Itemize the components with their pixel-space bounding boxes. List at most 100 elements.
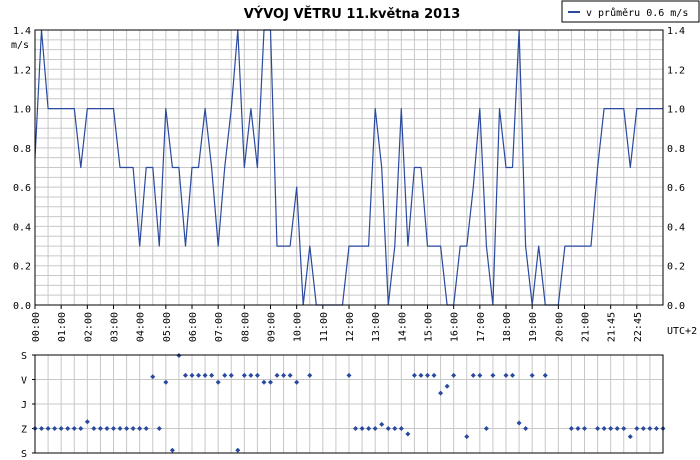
- direction-point: [405, 431, 411, 437]
- direction-point: [640, 426, 646, 431]
- direction-point: [130, 426, 136, 431]
- direction-point: [163, 379, 169, 385]
- direction-point: [209, 372, 215, 378]
- x-tick-label: 06:00: [188, 312, 199, 342]
- direction-point: [575, 426, 581, 431]
- direction-point: [653, 426, 659, 431]
- speed-series: [34, 29, 663, 306]
- x-tick-label: 05:00: [162, 312, 173, 342]
- x-tick-label: 19:00: [528, 312, 539, 342]
- direction-point: [431, 372, 437, 378]
- y-tick-label-right: 1.0: [667, 105, 685, 116]
- x-unit-label: UTC+2: [667, 326, 697, 337]
- direction-point: [627, 434, 633, 440]
- x-tick-label: 12:00: [345, 312, 356, 342]
- y-tick-label-left: 1.2: [13, 65, 31, 76]
- direction-point: [483, 426, 489, 431]
- direction-point: [196, 372, 202, 378]
- direction-point: [470, 372, 476, 378]
- x-tick-label: 16:00: [450, 312, 461, 342]
- x-tick-label: 10:00: [293, 312, 304, 342]
- direction-point: [287, 372, 293, 378]
- direction-point: [464, 434, 470, 440]
- direction-point: [353, 426, 359, 431]
- legend-box: [561, 0, 700, 23]
- direction-point: [516, 420, 522, 426]
- direction-point: [372, 426, 378, 431]
- direction-series: [32, 353, 666, 453]
- speed-line: [34, 29, 663, 306]
- direction-point: [45, 426, 51, 431]
- x-tick-label: 17:00: [476, 312, 487, 342]
- direction-point: [268, 379, 273, 385]
- direction-point: [248, 372, 254, 378]
- x-tick-label: 09:00: [267, 312, 278, 342]
- direction-tick-label: Z: [21, 425, 27, 436]
- direction-point: [202, 372, 208, 378]
- direction-point: [52, 426, 58, 431]
- x-tick-label: 20:00: [554, 312, 565, 342]
- x-tick-label: 22:45: [633, 312, 644, 342]
- direction-point: [294, 379, 300, 385]
- direction-point: [418, 372, 424, 378]
- x-tick-label: 00:00: [31, 312, 42, 342]
- direction-point: [582, 426, 587, 431]
- direction-point: [595, 426, 601, 431]
- speed-unit-label: m/s: [11, 40, 29, 51]
- direction-point: [490, 372, 496, 378]
- direction-point: [235, 447, 241, 453]
- direction-tick-label: V: [21, 376, 27, 387]
- direction-tick-label: S: [21, 449, 27, 460]
- direction-point: [411, 372, 417, 378]
- x-tick-label: 04:00: [136, 312, 147, 342]
- x-tick-label: 01:00: [57, 312, 68, 342]
- direction-point: [150, 374, 156, 380]
- x-tick-label: 03:00: [110, 312, 121, 342]
- direction-point: [392, 426, 398, 431]
- x-tick-label: 13:00: [371, 312, 382, 342]
- direction-point: [510, 372, 516, 378]
- direction-point: [568, 426, 574, 431]
- direction-point: [477, 372, 483, 378]
- y-tick-label-left: 0.0: [13, 301, 31, 312]
- direction-point: [621, 426, 627, 431]
- x-tick-label: 07:00: [214, 312, 225, 342]
- direction-point: [137, 426, 143, 431]
- direction-point: [91, 426, 97, 431]
- direction-point: [182, 372, 188, 378]
- x-tick-label: 11:00: [319, 312, 330, 342]
- x-tick-label: 18:00: [502, 312, 513, 342]
- x-tick-label: 21:00: [581, 312, 592, 342]
- y-tick-label-left: 0.4: [13, 222, 31, 233]
- direction-point: [647, 426, 653, 431]
- x-tick-label: 15:00: [424, 312, 435, 342]
- direction-point: [189, 372, 195, 378]
- x-tick-label: 08:00: [240, 312, 251, 342]
- y-tick-label-right: 0.2: [667, 262, 685, 273]
- x-tick-label: 14:00: [397, 312, 408, 342]
- direction-point: [346, 372, 352, 378]
- direction-point: [124, 426, 130, 431]
- direction-point: [523, 426, 529, 431]
- direction-point: [215, 379, 221, 385]
- y-tick-label-right: 0.6: [667, 183, 685, 194]
- direction-point: [254, 372, 260, 378]
- direction-point: [359, 426, 365, 431]
- direction-point: [529, 372, 535, 378]
- direction-point: [398, 426, 404, 431]
- direction-point: [281, 372, 287, 378]
- x-tick-label: 21:45: [607, 312, 618, 342]
- y-tick-label-left: 1.4: [13, 26, 31, 37]
- y-tick-label-left: 0.2: [13, 262, 31, 273]
- legend: v průměru 0.6 m/s: [561, 0, 700, 23]
- direction-point: [78, 426, 84, 431]
- y-tick-label-right: 0.8: [667, 144, 685, 155]
- direction-point: [84, 419, 90, 425]
- direction-point: [425, 372, 430, 378]
- speed-axes: 0.0 0.0 0.2 0.2 0.4 0.4 0.6 0.6 0.8 0.8 1.0 1.0 1.2 1…: [13, 26, 685, 342]
- speed-grid: [34, 29, 664, 306]
- direction-point: [608, 426, 614, 431]
- y-tick-label-left: 0.8: [13, 144, 31, 155]
- direction-point: [228, 372, 234, 378]
